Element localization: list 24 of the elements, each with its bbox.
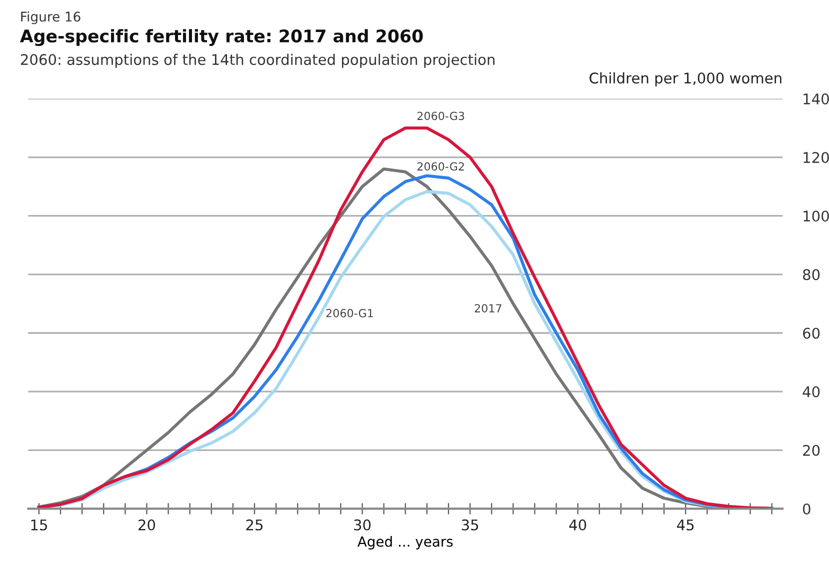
series-label: 2060-G3 (417, 112, 464, 120)
x-tick-label: 40 (569, 519, 586, 530)
y-tick-label: 0 (802, 503, 810, 514)
series-label: 2060-G2 (417, 162, 464, 171)
x-axis-title: Aged ... years (358, 536, 453, 550)
x-tick-label: 35 (462, 519, 478, 530)
x-tick-label: 45 (677, 520, 694, 530)
y-tick-label: 40 (802, 386, 820, 398)
y-tick-label: 120 (804, 152, 829, 164)
caption: Figure 16 (21, 11, 80, 24)
x-tick-label: 25 (246, 519, 263, 530)
y-axis-title: Children per 1,000 women (590, 72, 782, 86)
series-label: 2017 (474, 304, 502, 312)
chart-title: Age-specific fertility rate: 2017 and 2060 (20, 29, 423, 46)
chart-subtitle: 2060: assumptions of the 14th coordinated population projection (20, 54, 494, 68)
y-tick-label: 20 (803, 444, 820, 456)
x-tick-label: 20 (138, 519, 156, 530)
y-tick-label: 140 (804, 93, 829, 104)
y-tick-label: 60 (803, 328, 820, 339)
y-tick-label: 100 (804, 210, 829, 222)
x-tick-label: 15 (31, 520, 47, 530)
x-tick-label: 30 (354, 519, 371, 530)
series-label: 2060-G1 (326, 308, 373, 318)
y-tick-label: 80 (803, 269, 820, 280)
